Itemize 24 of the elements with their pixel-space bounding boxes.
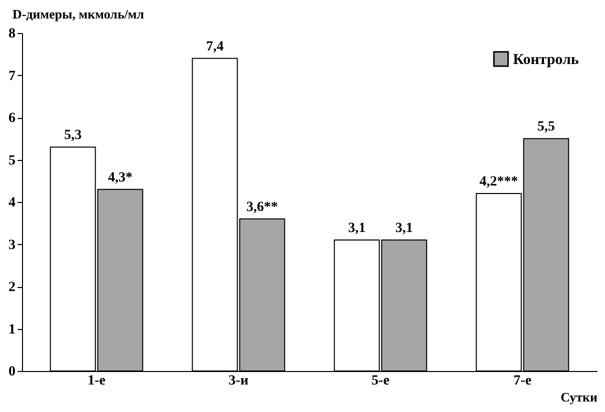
x-tick-label: 1-е: [88, 374, 106, 388]
y-tick-label: 6: [8, 111, 16, 126]
y-tick-label: 8: [8, 26, 16, 42]
data-label: 3,6**: [246, 200, 278, 215]
y-tick-label: 0: [8, 364, 16, 380]
y-tick-label: 7: [8, 68, 16, 84]
x-tick-label: 7-е: [514, 374, 532, 388]
y-tick-label: 3: [8, 238, 16, 253]
x-tick-label: 5-е: [372, 374, 390, 388]
y-tick-label: 1: [8, 322, 16, 338]
y-tick-label: 5: [8, 153, 16, 168]
data-label: 4,2***: [480, 174, 518, 190]
data-label: 3,1: [348, 221, 366, 236]
data-label: 5,5: [537, 120, 555, 135]
y-axis-title: D-димеры, мкмоль/мл: [12, 6, 144, 22]
data-label: 3,1: [395, 221, 413, 236]
y-tick-label: 2: [8, 280, 16, 295]
data-label: 5,3: [64, 128, 82, 144]
data-label: 4,3*: [108, 170, 132, 186]
legend-label: Контроль: [513, 52, 579, 68]
y-tick-label: 4: [8, 196, 16, 210]
data-label: 7,4: [206, 39, 224, 54]
x-axis-title: Сутки: [560, 390, 598, 404]
x-tick-label: 3-и: [228, 374, 248, 388]
